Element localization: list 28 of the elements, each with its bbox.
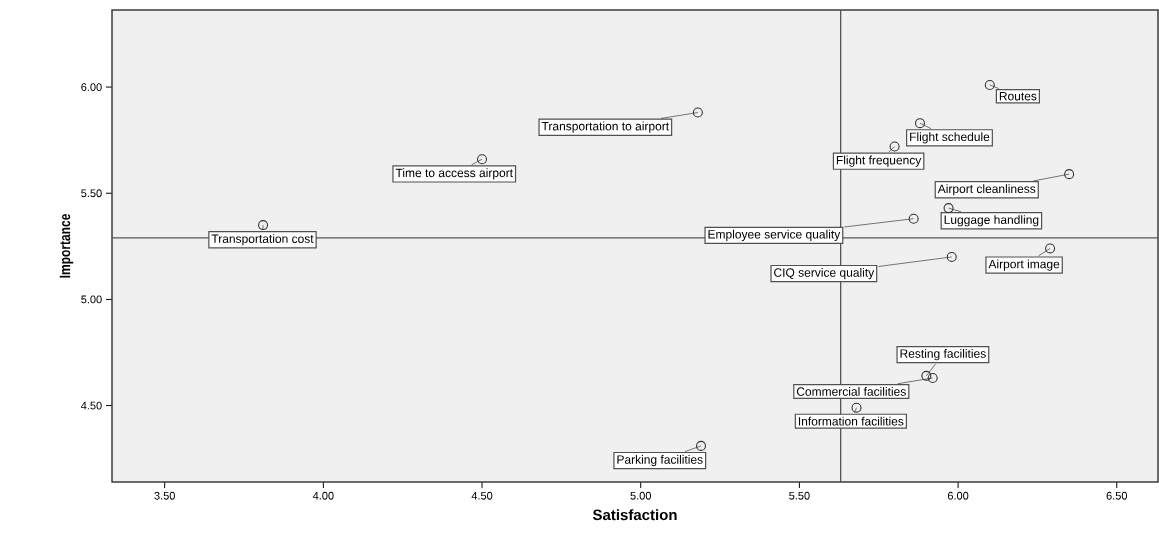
y-tick-label: 5.50: [81, 189, 102, 198]
annotation: Time to access airport: [395, 168, 513, 180]
y-tick-label: 4.50: [81, 401, 102, 410]
annotation: Commercial facilities: [796, 387, 906, 396]
x-tick-label: 6.00: [947, 491, 969, 500]
annotation: Transportation cost: [211, 234, 314, 246]
annotation: Flight frequency: [836, 155, 922, 167]
annotation: Routes: [999, 92, 1037, 101]
annotation: Airport image: [988, 259, 1060, 271]
annotation: Information facilities: [798, 416, 904, 426]
annotation: Employee service quality: [708, 229, 841, 241]
x-tick-label: 6.50: [1106, 491, 1128, 500]
annotation: Parking facilities: [617, 454, 703, 467]
annotation: CIQ service quality: [774, 267, 875, 280]
y-tick-label: 6.00: [81, 83, 102, 91]
x-tick-label: 4.00: [312, 491, 334, 500]
x-tick-label: 5.00: [630, 491, 651, 500]
annotation: Luggage handling: [944, 215, 1039, 227]
annotation: Transportation to airport: [541, 121, 670, 133]
x-tick-label: 4.50: [471, 491, 493, 500]
x-axis-title: Satisfaction: [592, 509, 677, 521]
y-tick-label: 5.00: [81, 295, 102, 304]
y-axis-title: Importance: [59, 214, 74, 278]
annotation: Flight schedule: [910, 132, 990, 144]
annotation: Airport cleanliness: [937, 184, 1036, 196]
x-tick-label: 3.50: [154, 491, 175, 500]
annotation: Resting facilities: [900, 349, 986, 361]
x-tick-label: 5.50: [789, 491, 810, 500]
